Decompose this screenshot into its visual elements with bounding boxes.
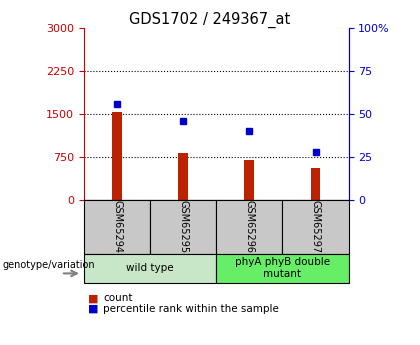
Bar <box>310 168 320 200</box>
Text: GSM65296: GSM65296 <box>244 200 255 253</box>
Text: GSM65295: GSM65295 <box>178 200 188 253</box>
Text: ■: ■ <box>88 304 99 314</box>
Text: GSM65297: GSM65297 <box>310 200 320 253</box>
Text: GSM65294: GSM65294 <box>112 200 122 253</box>
Bar <box>244 160 255 200</box>
Text: wild type: wild type <box>126 263 174 273</box>
Bar <box>112 112 122 200</box>
Text: genotype/variation: genotype/variation <box>2 260 95 270</box>
Text: phyA phyB double
mutant: phyA phyB double mutant <box>235 257 330 279</box>
Text: percentile rank within the sample: percentile rank within the sample <box>103 304 279 314</box>
Text: count: count <box>103 294 132 303</box>
Text: GDS1702 / 249367_at: GDS1702 / 249367_at <box>129 12 291 28</box>
Text: ■: ■ <box>88 294 99 303</box>
Bar <box>178 153 188 200</box>
